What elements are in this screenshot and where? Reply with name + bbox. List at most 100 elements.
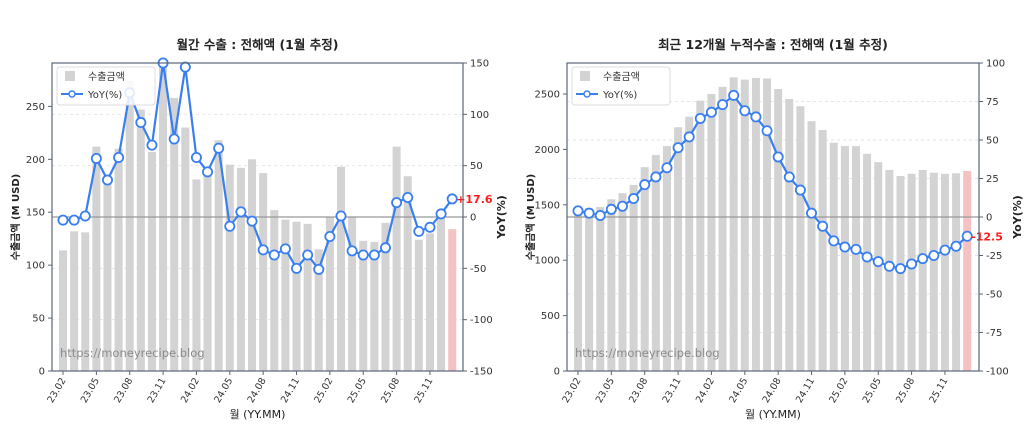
legend-label-bar: 수출금액 <box>603 71 640 83</box>
legend: 수출금액 YoY(%) <box>571 66 671 106</box>
y-tick-label: 250 <box>26 102 45 113</box>
bar <box>929 172 938 371</box>
yoy-marker <box>728 89 740 101</box>
bar <box>740 79 749 371</box>
yoy-marker <box>190 151 202 163</box>
bar <box>952 173 961 371</box>
y-tick-label: 150 <box>26 208 45 219</box>
bar <box>618 193 627 371</box>
bar <box>907 173 916 371</box>
chart-title: 최근 12개월 누적수출 : 전해액 (1월 추정) <box>658 37 888 52</box>
bar <box>414 239 423 371</box>
yoy-marker <box>906 258 918 270</box>
x-tick-label: 25.05 <box>346 376 369 405</box>
y-tick-label: 100 <box>26 261 45 272</box>
bar <box>403 176 412 371</box>
bar <box>136 109 145 372</box>
yoy-marker <box>235 206 247 218</box>
legend-bar-swatch <box>580 71 590 81</box>
x-tick-label: 24.02 <box>179 376 202 405</box>
bar <box>607 199 616 371</box>
yoy-marker <box>739 105 751 117</box>
yoy-marker <box>939 244 951 256</box>
bar <box>325 216 334 371</box>
bar <box>370 241 379 371</box>
x-tick-label: 25.08 <box>379 376 402 405</box>
bar <box>281 219 290 371</box>
bar <box>629 184 638 371</box>
yoy-marker <box>572 205 584 217</box>
bar <box>685 116 694 371</box>
legend-box <box>56 66 156 106</box>
bar <box>159 66 168 371</box>
yoy-marker <box>883 260 895 272</box>
bar <box>785 99 794 371</box>
legend-label-line: YoY(%) <box>87 90 122 101</box>
y-tick-label: 0 <box>39 367 45 378</box>
yoy-marker <box>402 191 414 203</box>
x-tick-label: 25.11 <box>927 376 950 405</box>
y2-axis-label: YoY(%) <box>1011 195 1024 240</box>
x-tick-label: 24.08 <box>246 376 269 405</box>
bar <box>292 221 301 371</box>
yoy-marker <box>750 111 762 123</box>
yoy-marker <box>705 106 717 118</box>
yoy-marker <box>794 184 806 196</box>
bar <box>640 167 649 371</box>
yoy-marker <box>413 225 425 237</box>
legend-label-bar: 수출금액 <box>88 71 125 83</box>
bar <box>651 154 660 371</box>
bar <box>696 100 705 371</box>
bar <box>381 222 390 371</box>
yoy-marker <box>168 133 180 145</box>
y2-tick-label: 75 <box>986 97 999 108</box>
y-tick-label: 2500 <box>535 90 560 101</box>
y2-tick-label: 150 <box>470 59 489 70</box>
y-tick-label: 50 <box>32 314 45 325</box>
y2-tick-label: 50 <box>986 136 999 147</box>
yoy-marker <box>806 207 818 219</box>
legend-marker-swatch <box>583 90 591 98</box>
yoy-marker <box>368 249 380 261</box>
x-tick-label: 24.02 <box>694 376 717 405</box>
y2-tick-label: 50 <box>470 161 483 172</box>
yoy-marker <box>68 214 80 226</box>
x-tick-label: 23.11 <box>146 376 169 405</box>
bar <box>170 97 179 372</box>
y2-tick-label: 100 <box>986 59 1005 70</box>
yoy-marker <box>894 263 906 275</box>
x-tick-label: 24.08 <box>761 376 784 405</box>
bar <box>81 232 90 371</box>
x-tick-label: 25.05 <box>861 376 884 405</box>
yoy-marker <box>213 142 225 154</box>
yoy-marker <box>817 220 829 232</box>
bar <box>203 169 212 371</box>
legend-box <box>571 66 671 106</box>
bar <box>674 127 683 371</box>
yoy-marker <box>761 125 773 137</box>
yoy-marker <box>435 208 447 220</box>
bar-estimate <box>448 229 457 371</box>
bar <box>918 169 927 371</box>
bar <box>729 77 738 371</box>
bar <box>840 146 849 371</box>
bar <box>425 233 434 371</box>
yoy-marker <box>291 262 303 274</box>
bar <box>359 240 368 371</box>
y-tick-label: 1500 <box>535 200 560 211</box>
bar <box>707 94 716 372</box>
yoy-marker <box>146 139 158 151</box>
yoy-marker <box>202 166 214 178</box>
yoy-marker <box>661 162 673 174</box>
yoy-marker <box>672 142 684 154</box>
yoy-marker <box>424 221 436 233</box>
y-axis-label: 수출금액 (M USD) <box>9 174 22 260</box>
yoy-marker <box>379 242 391 254</box>
yoy-marker <box>57 214 69 226</box>
watermark: https://moneyrecipe.blog <box>60 346 205 360</box>
yoy-marker <box>90 152 102 164</box>
yoy-marker <box>268 249 280 261</box>
last-yoy-label: -12.5 <box>971 230 1003 243</box>
bar <box>58 250 68 371</box>
